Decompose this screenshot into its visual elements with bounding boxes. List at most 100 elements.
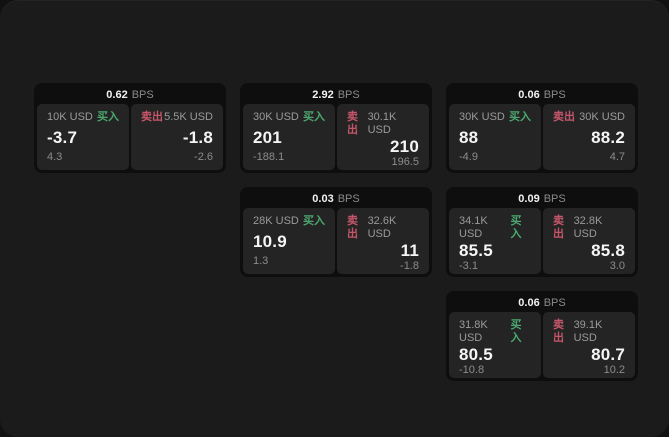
buy-quote-tile[interactable]: 30K USD 买入 201 -188.1 bbox=[243, 104, 335, 170]
sell-price: 210 bbox=[390, 137, 419, 156]
buy-delta: -10.8 bbox=[459, 364, 485, 376]
buy-side-label: 买入 bbox=[97, 111, 119, 123]
spread-header: 0.06 BPS bbox=[449, 294, 635, 312]
sell-side-label: 卖出 bbox=[347, 215, 358, 240]
buy-delta: 4.3 bbox=[47, 151, 63, 163]
sell-quote-tile[interactable]: 卖出 32.6K USD 11 -1.8 bbox=[337, 208, 429, 274]
buy-side-label: 买入 bbox=[303, 215, 325, 227]
sell-amount: 30.1K USD bbox=[367, 111, 397, 136]
quote-card: 0.06 BPS 31.8K USD 买入 80.5 -10.8 卖出 39.1… bbox=[446, 291, 638, 381]
buy-delta: -188.1 bbox=[253, 151, 285, 163]
sell-tile-top-row: 卖出 5.5K USD bbox=[141, 111, 213, 124]
buy-price: 10.9 bbox=[253, 232, 287, 251]
quote-tiles: 34.1K USD 买入 85.5 -3.1 卖出 32.8K USD 85.8… bbox=[449, 208, 635, 274]
quote-tiles: 30K USD 买入 88 -4.9 卖出 30K USD 88.2 4.7 bbox=[449, 104, 635, 170]
buy-price: 201 bbox=[253, 128, 282, 147]
sell-price: 88.2 bbox=[591, 128, 625, 147]
sell-side-label: 卖出 bbox=[553, 319, 564, 344]
buy-side-label: 买入 bbox=[509, 111, 531, 123]
buy-price: 88 bbox=[459, 128, 479, 147]
spread-unit-label: BPS bbox=[337, 89, 360, 101]
buy-quote-tile[interactable]: 28K USD 买入 10.9 1.3 bbox=[243, 208, 335, 274]
sell-price: 11 bbox=[400, 241, 419, 260]
buy-amount: 30K USD bbox=[459, 111, 505, 123]
spread-value: 0.03 bbox=[312, 193, 334, 205]
quote-tiles: 31.8K USD 买入 80.5 -10.8 卖出 39.1K USD 80.… bbox=[449, 312, 635, 378]
quote-tiles: 10K USD 买入 -3.7 4.3 卖出 5.5K USD -1.8 -2.… bbox=[37, 104, 223, 170]
sell-side-label: 卖出 bbox=[347, 111, 358, 136]
buy-tile-top-row: 10K USD 买入 bbox=[47, 111, 119, 124]
spread-header: 2.92 BPS bbox=[243, 86, 429, 104]
buy-amount: 34.1K USD bbox=[459, 215, 488, 240]
sell-delta: -2.6 bbox=[194, 151, 213, 163]
sell-tile-top-row: 卖出 30K USD bbox=[553, 111, 625, 124]
sell-quote-tile[interactable]: 卖出 30.1K USD 210 196.5 bbox=[337, 104, 429, 170]
quote-card: 2.92 BPS 30K USD 买入 201 -188.1 卖出 30.1K … bbox=[240, 83, 432, 173]
sell-price: -1.8 bbox=[182, 128, 213, 147]
spread-header: 0.62 BPS bbox=[37, 86, 223, 104]
spread-header: 0.06 BPS bbox=[449, 86, 635, 104]
sell-quote-tile[interactable]: 卖出 39.1K USD 80.7 10.2 bbox=[543, 312, 635, 378]
spread-header: 0.03 BPS bbox=[243, 190, 429, 208]
buy-price: 85.5 bbox=[459, 241, 493, 260]
spread-header: 0.09 BPS bbox=[449, 190, 635, 208]
buy-delta: 1.3 bbox=[253, 255, 269, 267]
buy-delta: -4.9 bbox=[459, 151, 478, 163]
spread-unit-label: BPS bbox=[543, 297, 566, 309]
spread-value: 0.62 bbox=[106, 89, 128, 101]
sell-amount: 30K USD bbox=[579, 111, 625, 123]
sell-side-label: 卖出 bbox=[553, 215, 564, 240]
buy-quote-tile[interactable]: 30K USD 买入 88 -4.9 bbox=[449, 104, 541, 170]
buy-tile-top-row: 30K USD 买入 bbox=[459, 111, 531, 124]
sell-delta: 196.5 bbox=[391, 156, 419, 168]
buy-tile-top-row: 30K USD 买入 bbox=[253, 111, 325, 124]
sell-delta: 10.2 bbox=[603, 364, 625, 376]
buy-quote-tile[interactable]: 34.1K USD 买入 85.5 -3.1 bbox=[449, 208, 541, 274]
buy-tile-top-row: 28K USD 买入 bbox=[253, 215, 325, 228]
buy-price: -3.7 bbox=[47, 128, 78, 147]
sell-tile-top-row: 卖出 32.8K USD bbox=[553, 215, 625, 241]
quote-card: 0.03 BPS 28K USD 买入 10.9 1.3 卖出 32.6K US… bbox=[240, 187, 432, 277]
spread-unit-label: BPS bbox=[543, 193, 566, 205]
spread-unit-label: BPS bbox=[131, 89, 154, 101]
buy-side-label: 买入 bbox=[303, 111, 325, 123]
sell-amount: 39.1K USD bbox=[573, 319, 603, 344]
sell-delta: 3.0 bbox=[609, 260, 625, 272]
buy-amount: 28K USD bbox=[253, 215, 299, 227]
buy-tile-top-row: 34.1K USD 买入 bbox=[459, 215, 531, 241]
sell-amount: 32.6K USD bbox=[367, 215, 397, 240]
buy-amount: 30K USD bbox=[253, 111, 299, 123]
sell-quote-tile[interactable]: 卖出 5.5K USD -1.8 -2.6 bbox=[131, 104, 223, 170]
sell-side-label: 卖出 bbox=[141, 111, 163, 123]
quotes-grid: 0.62 BPS 10K USD 买入 -3.7 4.3 卖出 5.5K USD… bbox=[34, 83, 638, 381]
buy-amount: 10K USD bbox=[47, 111, 93, 123]
spread-value: 0.09 bbox=[518, 193, 540, 205]
sell-amount: 5.5K USD bbox=[164, 111, 213, 123]
spread-value: 0.06 bbox=[518, 297, 540, 309]
buy-price: 80.5 bbox=[459, 345, 493, 364]
sell-quote-tile[interactable]: 卖出 30K USD 88.2 4.7 bbox=[543, 104, 635, 170]
buy-tile-top-row: 31.8K USD 买入 bbox=[459, 319, 531, 345]
quote-tiles: 30K USD 买入 201 -188.1 卖出 30.1K USD 210 1… bbox=[243, 104, 429, 170]
buy-side-label: 买入 bbox=[510, 319, 522, 344]
spread-unit-label: BPS bbox=[543, 89, 566, 101]
sell-price: 85.8 bbox=[591, 241, 625, 260]
buy-side-label: 买入 bbox=[510, 215, 522, 240]
spread-unit-label: BPS bbox=[337, 193, 360, 205]
sell-tile-top-row: 卖出 32.6K USD bbox=[347, 215, 419, 241]
quote-card: 0.09 BPS 34.1K USD 买入 85.5 -3.1 卖出 32.8K… bbox=[446, 187, 638, 277]
buy-quote-tile[interactable]: 10K USD 买入 -3.7 4.3 bbox=[37, 104, 129, 170]
sell-delta: -1.8 bbox=[400, 260, 419, 272]
quote-card: 0.62 BPS 10K USD 买入 -3.7 4.3 卖出 5.5K USD… bbox=[34, 83, 226, 173]
buy-delta: -3.1 bbox=[459, 260, 478, 272]
sell-quote-tile[interactable]: 卖出 32.8K USD 85.8 3.0 bbox=[543, 208, 635, 274]
buy-quote-tile[interactable]: 31.8K USD 买入 80.5 -10.8 bbox=[449, 312, 541, 378]
spread-value: 2.92 bbox=[312, 89, 334, 101]
sell-tile-top-row: 卖出 30.1K USD bbox=[347, 111, 419, 137]
sell-tile-top-row: 卖出 39.1K USD bbox=[553, 319, 625, 345]
sell-delta: 4.7 bbox=[609, 151, 625, 163]
sell-side-label: 卖出 bbox=[553, 111, 575, 123]
buy-amount: 31.8K USD bbox=[459, 319, 488, 344]
sell-price: 80.7 bbox=[591, 345, 625, 364]
